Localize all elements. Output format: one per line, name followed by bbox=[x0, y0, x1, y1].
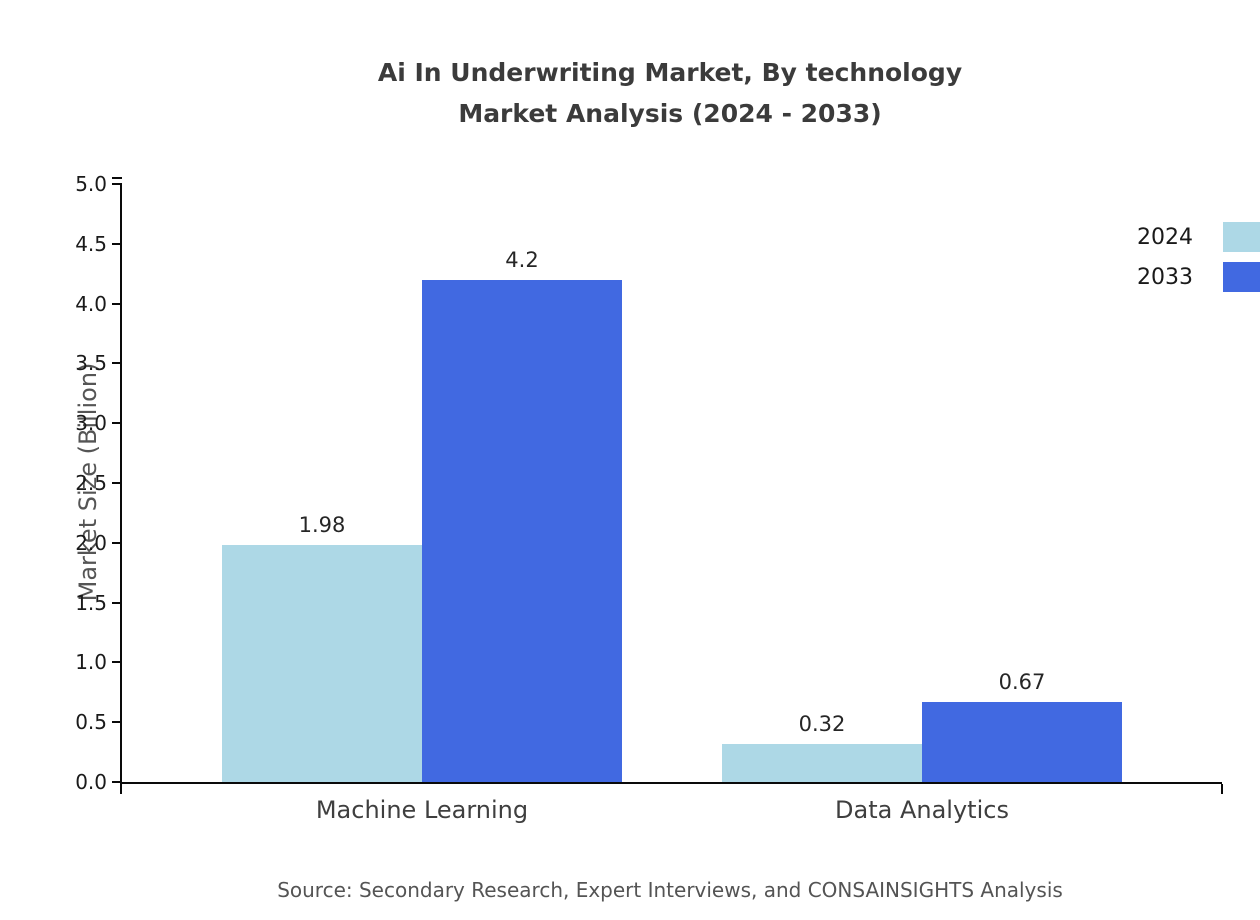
plot-area: 0.0 0.5 1.0 1.5 2.0 2.5 3.0 3.5 4.0 4.5 5.0 1.98 4.2… bbox=[75, 172, 1223, 824]
bar-2024-data-analytics bbox=[722, 744, 922, 782]
y-tick-mark bbox=[112, 721, 122, 723]
y-tick-label: 2.5 bbox=[75, 471, 107, 495]
source-note: Source: Secondary Research, Expert Inter… bbox=[277, 878, 1063, 902]
x-category-label: Machine Learning bbox=[315, 796, 529, 824]
y-tick-label: 2.0 bbox=[75, 531, 107, 555]
y-tick-label: 0.5 bbox=[75, 710, 107, 734]
y-tick-mark bbox=[112, 183, 122, 185]
x-axis-right-tick bbox=[1221, 784, 1223, 794]
bar-value-label: 4.2 bbox=[505, 248, 539, 272]
y-tick-mark bbox=[112, 362, 122, 364]
y-tick-mark bbox=[112, 602, 122, 604]
y-tick-label: 1.0 bbox=[75, 650, 107, 674]
y-tick-mark bbox=[112, 243, 122, 245]
chart-title-line-1: Ai In Underwriting Market, By technology bbox=[377, 58, 963, 87]
x-axis-left-tick bbox=[120, 784, 122, 794]
y-tick-label: 1.5 bbox=[75, 591, 107, 615]
y-tick-mark bbox=[112, 422, 122, 424]
legend-item-2024: 2024 bbox=[1137, 222, 1260, 252]
x-category-label: Data Analytics bbox=[835, 796, 1009, 824]
y-tick-label: 0.0 bbox=[75, 770, 107, 794]
bar-2033-data-analytics bbox=[922, 702, 1122, 782]
legend-swatch-2024 bbox=[1223, 222, 1260, 252]
y-tick-label: 3.0 bbox=[75, 411, 107, 435]
y-tick-mark bbox=[112, 482, 122, 484]
y-tick-label: 4.5 bbox=[75, 232, 107, 256]
y-tick-mark bbox=[112, 661, 122, 663]
bar-2024-machine-learning bbox=[222, 545, 422, 782]
y-tick-label: 4.0 bbox=[75, 292, 107, 316]
y-tick-label: 5.0 bbox=[75, 172, 107, 196]
bar-value-label: 0.32 bbox=[798, 712, 846, 736]
legend-label-2033: 2033 bbox=[1137, 264, 1193, 290]
bar-value-label: 0.67 bbox=[998, 670, 1046, 694]
bar-2033-machine-learning bbox=[422, 280, 622, 782]
legend-item-2033: 2033 bbox=[1137, 262, 1260, 292]
bar-value-label: 1.98 bbox=[298, 513, 346, 537]
y-axis-top-cap bbox=[112, 177, 122, 179]
y-tick-mark bbox=[112, 781, 122, 783]
y-tick-label: 3.5 bbox=[75, 351, 107, 375]
legend-label-2024: 2024 bbox=[1137, 224, 1193, 250]
legend-swatch-2033 bbox=[1223, 262, 1260, 292]
chart-title: Ai In Underwriting Market, By technology… bbox=[80, 52, 1260, 134]
y-tick-mark bbox=[112, 542, 122, 544]
chart-title-line-2: Market Analysis (2024 - 2033) bbox=[458, 99, 882, 128]
y-tick-mark bbox=[112, 303, 122, 305]
legend: 2024 2033 bbox=[1137, 222, 1260, 302]
